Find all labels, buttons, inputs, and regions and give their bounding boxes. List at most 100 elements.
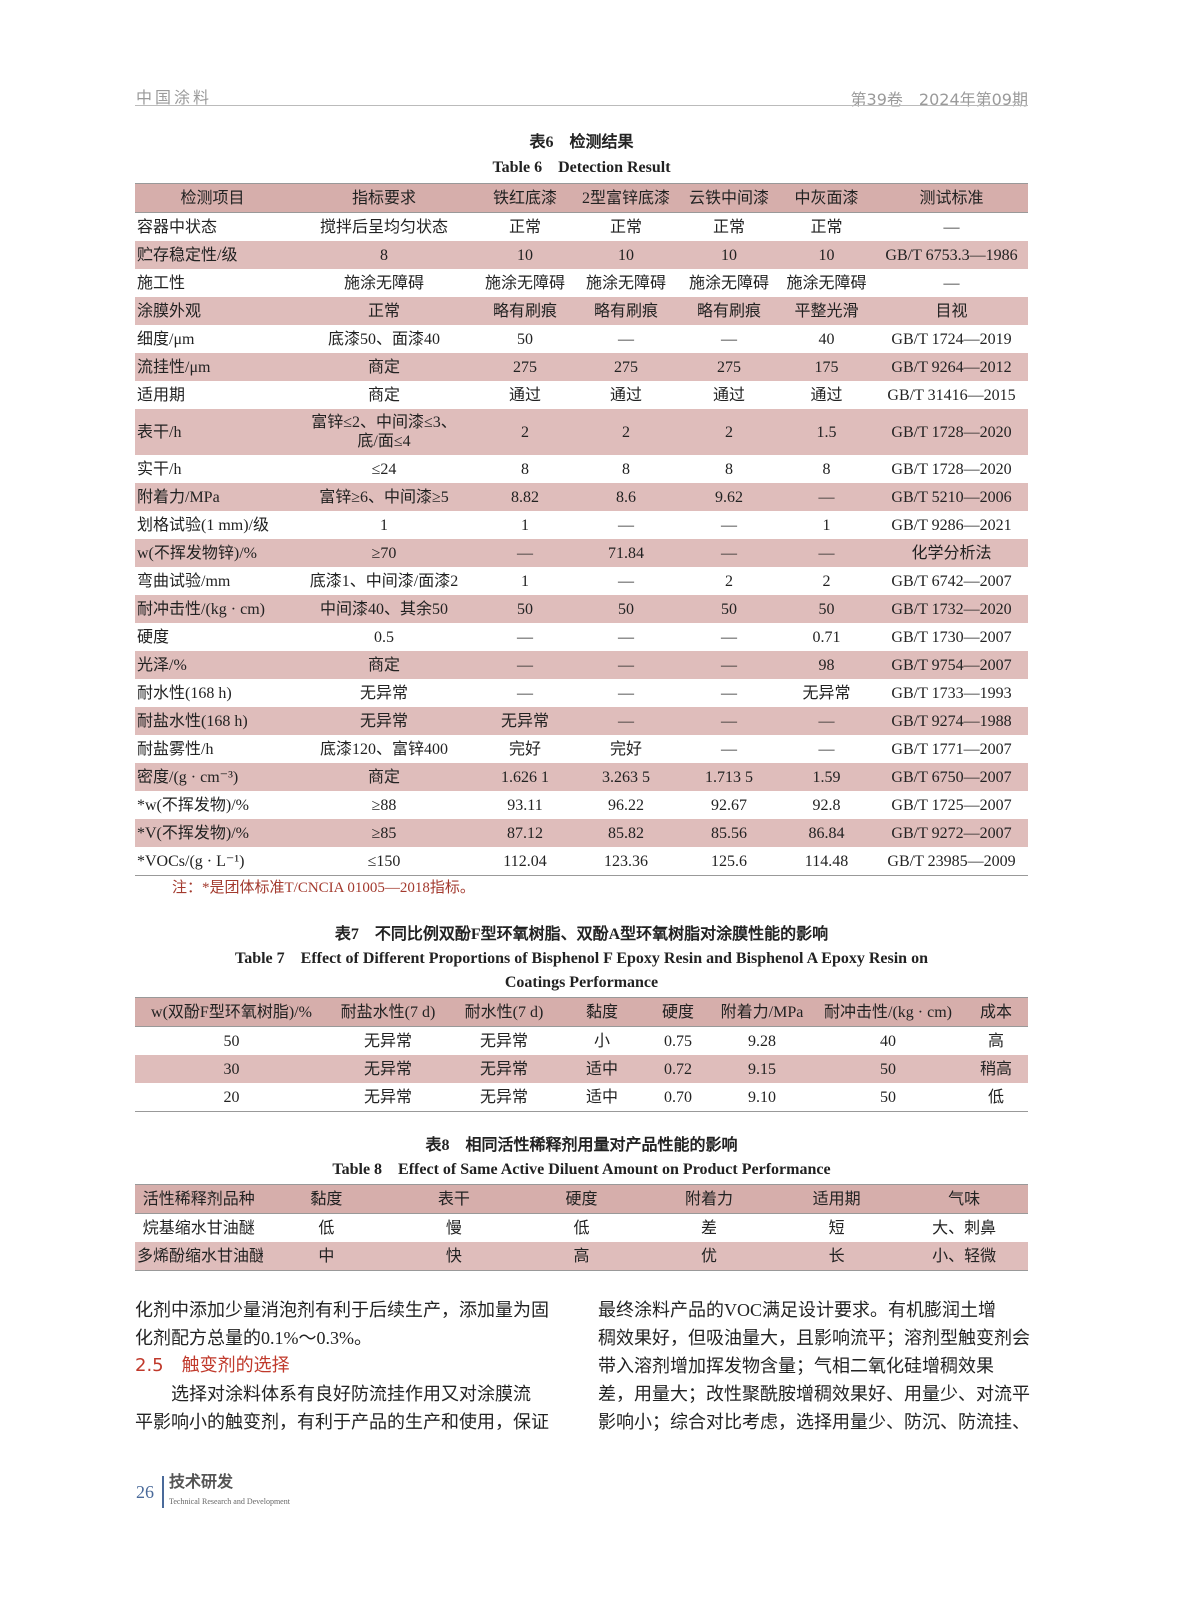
column-header: 附着力 [645,1184,773,1214]
table-cell: GB/T 6750—2007 [875,763,1028,791]
table-cell: 50 [680,595,778,623]
table-cell: 商定 [290,353,478,381]
table7-title-en-2: Coatings Performance [504,974,659,991]
table-cell: — [721,628,737,646]
table-cell: 2 [822,572,831,590]
table-cell: 86.84 [778,819,875,847]
footer-section-en: Technical Research and Development [169,1497,290,1506]
table-cell: 无异常 [478,707,572,735]
table-cell: 92.67 [711,796,747,814]
table-cell: 通过 [810,386,843,404]
table-cell: 快 [390,1242,518,1271]
table-cell: 8 [822,460,831,478]
table-cell: GB/T 1732—2020 [875,595,1028,623]
table-cell: 8 [725,460,733,478]
column-header: 黏度 [262,1184,391,1214]
table-cell: 85.82 [572,819,680,847]
table-cell: 商定 [290,763,478,791]
table-cell: 112.04 [478,847,572,876]
header-row: 检测项目 指标要求 铁红底漆 2型富锌底漆 云铁中间漆 中灰面漆 测试标准 [135,183,1028,213]
table-cell: 耐水性(168 h) [137,684,232,702]
table-cell: ≤150 [290,847,478,876]
table-cell: — [517,628,533,646]
table-cell: 耐冲击性/(kg · cm) [135,595,290,623]
table-cell: 0.75 [664,1032,692,1050]
table-cell: 正常 [810,218,843,236]
table-cell: 商定 [290,651,478,679]
table-cell: 92.8 [812,796,841,814]
table-cell: GB/T 6753.3—1986 [875,241,1028,269]
table-cell: 275 [572,353,680,381]
table-cell: 50 [778,595,875,623]
issue-info: 第39卷 2024年第09期 [850,90,1028,109]
journal-name: 中国涂料 [136,88,213,107]
column-header: 指标要求 [290,183,478,213]
table-row: *V(不挥发物)/% ≥85 87.12 85.82 85.56 86.84 GB/T 92… [135,819,1028,847]
body-line: 化剂配方总量的0.1%～0.3%。 [135,1328,372,1348]
table-cell: 9.62 [680,483,778,511]
table-cell: 98 [778,651,875,679]
table-cell: 275 [478,353,572,381]
table-cell: 无异常 [359,684,408,702]
table-cell: GB/T 31416—2015 [887,386,1016,404]
table-cell: 20 [135,1083,328,1112]
table-cell: ≤24 [371,460,397,478]
table-cell: 底漆120、富锌400 [319,740,448,758]
table-cell: 烷基缩水甘油醚 [142,1219,255,1237]
table-row: 50 无异常 无异常 小 0.75 9.28 40 高 [135,1027,1028,1056]
table-cell: — [943,274,960,292]
table-cell: 贮存稳定性/级 [135,241,290,269]
table-cell: 2 [725,572,733,590]
column-header: 适用期 [772,1184,901,1214]
column-header: 表干 [390,1184,518,1214]
body-left-column: 化剂中添加少量消泡剂有利于后续生产，添加量为固 化剂配方总量的0.1%～0.3%… [135,1296,575,1436]
table-cell: 商定 [367,386,400,404]
table-cell: 2 [680,409,778,455]
table-cell: 流挂性/μm [135,353,290,381]
table-cell: 划格试验(1 mm)/级 [137,516,269,534]
table-cell: — [778,707,875,735]
table-row: 容器中状态 搅拌后呈均匀状态 正常 正常 正常 正常 — [135,213,1028,242]
table-cell: *VOCs/(g · L⁻¹) [135,847,290,876]
table-cell: — [721,516,737,534]
table-cell: 施涂无障碍 [484,274,565,292]
column-header: 检测项目 [135,183,290,213]
table-cell: 40 [880,1032,896,1050]
table-cell: 正常 [290,297,478,325]
table-row: 耐冲击性/(kg · cm) 中间漆40、其余50 50 50 50 50 GB/T 173… [135,595,1028,623]
table-cell: 中间漆40、其余50 [290,595,478,623]
table-cell: — [618,628,634,646]
table-cell: GB/T 1730—2007 [891,628,1012,646]
table-row: 硬度 0.5 — — — 0.71 GB/T 1730—2007 [135,623,1028,651]
table-cell: 施涂无障碍 [343,274,424,292]
table-cell: 114.48 [778,847,875,876]
table-cell: 适中 [560,1055,644,1083]
table-row: *w(不挥发物)/% ≥88 93.11 96.22 92.67 92.8 GB/T 172… [135,791,1028,819]
table-cell: GB/T 9754—2007 [875,651,1028,679]
table-cell: GB/T 1728—2020 [875,409,1028,455]
table-cell: — [680,707,778,735]
table-cell: — [721,684,737,702]
table-cell: 长 [772,1242,901,1271]
header-rule [135,105,1028,106]
table-cell: 50 [812,1083,964,1112]
table-cell: 175 [778,353,875,381]
table-cell: 9.10 [712,1083,812,1112]
table-cell: 无异常 [448,1083,560,1112]
table-cell: 无异常 [802,684,851,702]
table-cell: ≥85 [290,819,478,847]
table-cell: 小 [593,1032,610,1050]
table-cell: 差 [701,1219,718,1237]
table-cell: 富锌≥6、中间漆≥5 [290,483,478,511]
table-row: *VOCs/(g · L⁻¹) ≤150 112.04 123.36 125.6 114.… [135,847,1028,876]
table-cell: 30 [135,1055,328,1083]
table-cell: 通过 [508,386,541,404]
table-cell: 无异常 [290,707,478,735]
table-row: 耐水性(168 h) 无异常 — — — 无异常 GB/T 1733—1993 [135,679,1028,707]
column-header: 耐冲击性/(kg · cm) [812,997,964,1027]
body-right-column: 最终涂料产品的VOC满足设计要求。有机膨润土增 稠效果好，但吸油量大，且影响流平… [598,1296,1038,1436]
table-cell: 稍高 [964,1055,1028,1083]
table6-title-en: Table 6 Detection Result [492,159,671,176]
table-cell: GB/T 1728—2020 [891,460,1012,478]
